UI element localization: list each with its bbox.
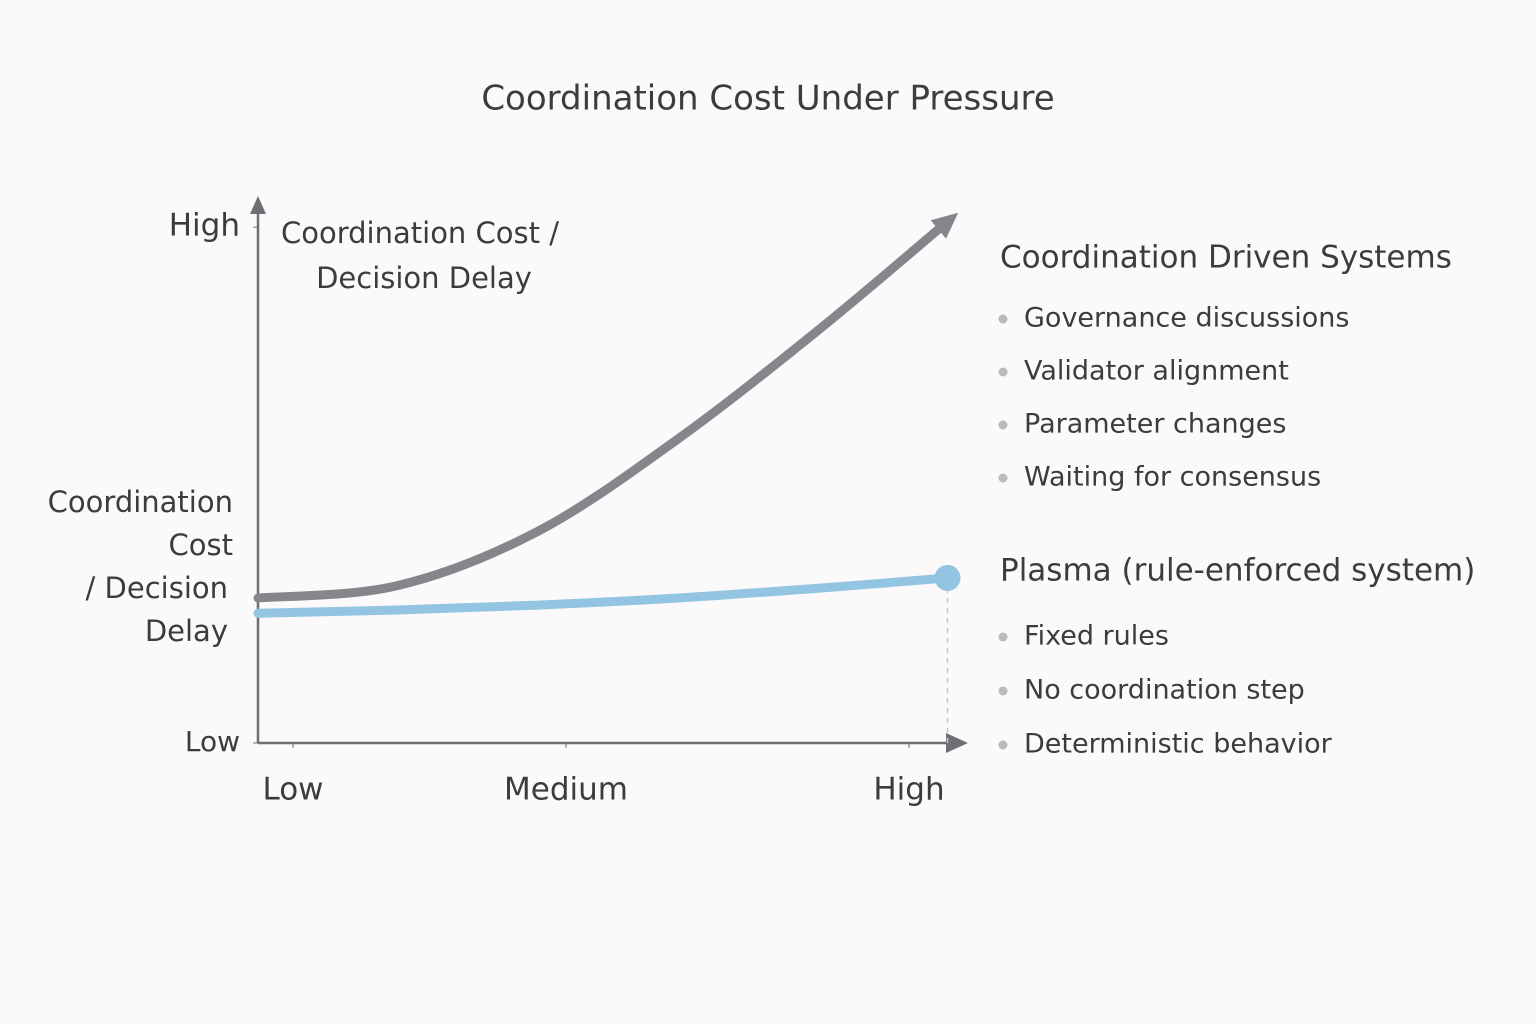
chart-title: Coordination Cost Under Pressure <box>481 79 1054 119</box>
x-axis-arrow <box>946 733 968 753</box>
x-tick-label: Low <box>262 772 323 808</box>
bullet-dot <box>998 632 1008 642</box>
end-point <box>934 564 961 591</box>
bullet-dot <box>998 420 1008 430</box>
series-line <box>253 573 952 618</box>
y-axis-side-title: Coordination <box>48 485 233 519</box>
bullet-text: Deterministic behavior <box>1024 729 1333 760</box>
legend-label: Plasma (rule-enforced system) <box>1000 553 1475 589</box>
series-line <box>253 217 952 603</box>
x-tick-label: Medium <box>504 772 628 808</box>
y-tick-label: High <box>169 208 240 244</box>
y-axis-side-title: / Decision <box>86 571 228 605</box>
bullet-text: No coordination step <box>1024 675 1305 706</box>
bullet-dot <box>998 740 1008 750</box>
bullet-dot <box>998 314 1008 324</box>
bullet-dot <box>998 367 1008 377</box>
y-axis-side-title: Delay <box>145 614 228 648</box>
series-arrowhead <box>930 212 959 239</box>
y-tick-label: Low <box>185 725 240 758</box>
bullet-text: Fixed rules <box>1024 621 1169 652</box>
y-axis-arrow <box>250 196 266 214</box>
bullet-text: Waiting for consensus <box>1024 462 1321 493</box>
y-axis-side-title: Cost <box>169 528 233 562</box>
bullet-text: Parameter changes <box>1024 409 1287 440</box>
bullet-dot <box>998 686 1008 696</box>
bullet-text: Validator alignment <box>1024 356 1289 387</box>
y-axis-title: Decision Delay <box>316 261 532 295</box>
y-axis-title: Coordination Cost / <box>281 216 559 250</box>
bullet-text: Governance discussions <box>1024 303 1349 334</box>
legend-label: Coordination Driven Systems <box>1000 240 1452 276</box>
x-tick-label: High <box>873 772 944 808</box>
bullet-dot <box>998 473 1008 483</box>
